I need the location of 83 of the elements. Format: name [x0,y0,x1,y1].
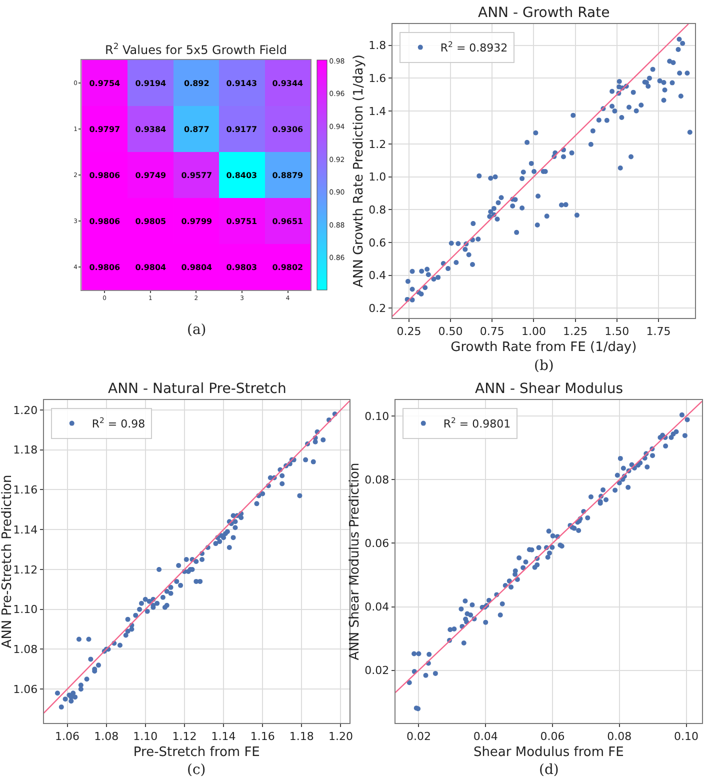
y-tick-label: 1.18 [13,444,38,457]
y-tick-label: 1.2 [368,138,386,151]
y-tick-label: 0.02 [364,664,390,678]
x-tick-label: 0.25 [396,325,422,338]
data-label: 0.9749 [135,170,167,180]
y-tick-label: 1.10 [13,603,38,616]
y-tick-label: 0.6 [368,236,386,250]
y-tick-label: 1.20 [13,404,38,417]
data-label: 0.9177 [226,124,258,134]
data-label: 0.9805 [135,216,167,226]
x-axis-title: Shear Modulus from FE [473,744,624,760]
y-axis-title: ANN Shear Modulus Prediction [348,462,363,660]
text: (a) [187,322,206,338]
data-label: 0.9344 [272,78,304,88]
data-label: 0.9799 [181,216,213,226]
x-tick-label: 0.02 [406,730,431,744]
y-tick-label: 1.06 [13,682,38,696]
data-label: 0.9806 [89,216,121,226]
data-label: 0.877 [184,124,210,134]
data-label: 0.9802 [272,262,304,272]
data-label: 0.9577 [181,170,212,180]
data-label: 0.9806 [89,262,121,272]
y-tick-label: 1.14 [13,523,38,536]
text: (c) [187,762,206,778]
y-tick-label: 1.08 [13,643,38,656]
data-label: 0.9754 [89,78,121,88]
legend-label: R$^{2}$ = 0.98 [92,416,146,431]
x-tick-label: 1.14 [211,730,236,744]
x-tick-label: 1.12 [172,730,197,744]
x-tick-label: 0.50 [438,325,463,338]
y-axis-title: ANN Pre-Stretch Prediction [0,474,15,648]
data-label: 0.892 [184,78,210,88]
y-tick-label: 0.10 [364,410,390,424]
x-tick-label: 1.16 [250,730,275,744]
x-tick-label: 1.00 [521,325,546,338]
data-label: 0.9797 [89,124,120,134]
chart-title: ANN - Growth Rate [478,5,610,21]
data-label: 0.9143 [226,78,258,88]
chart-title: ANN - Shear Modulus [475,381,624,397]
chart-title: ANN - Natural Pre-Stretch [108,381,286,397]
x-tick-label: 1.10 [133,730,158,744]
x-tick-label: 0.06 [540,730,565,744]
y-tick-label: 1.16 [13,484,38,497]
y-tick-label: 0.06 [364,537,390,550]
x-axis-title: Growth Rate from FE (1/day) [450,340,637,355]
x-axis-title: Pre-Stretch from FE [133,744,260,760]
x-tick-label: 0.75 [480,325,504,338]
x-tick-label: 1.20 [328,730,353,744]
data-label: 0.9804 [181,262,213,272]
text: (b) [534,358,554,374]
data-label: 0.9803 [226,262,258,272]
x-tick-label: 0.10 [674,730,699,744]
x-tick-label: 1.75 [646,325,671,338]
y-tick-label: 1.6 [368,72,386,86]
y-axis-title: ANN Growth Rate Prediction (1/day) [352,54,367,288]
x-tick-label: 0.08 [607,730,632,744]
data-label: 0.8403 [226,170,258,180]
y-tick-label: 0.04 [364,600,390,614]
y-tick-label: 1.0 [368,170,386,184]
data-label: 0.9804 [135,262,167,272]
y-tick-label: 0.2 [368,302,386,315]
data-label: 0.9806 [89,170,121,180]
text: (d) [539,762,559,778]
data-label: 0.9651 [272,216,304,226]
x-tick-label: 1.25 [563,325,588,338]
data-label: 0.8879 [272,170,304,180]
chart-title: R$^{2}$ Values for 5x5 Growth Field [105,41,287,58]
y-tick-label: 0.4 [368,269,386,282]
y-tick-label: 0.8 [368,203,386,216]
legend-label: R$^{2}$ = 0.9801 [443,416,511,431]
data-label: 0.9751 [226,216,258,226]
data-label: 0.9306 [272,124,304,134]
x-tick-label: 1.18 [289,730,314,744]
x-tick-label: 1.50 [604,325,630,338]
data-label: 0.9384 [135,124,167,134]
legend-label: R$^{2}$ = 0.8932 [440,40,508,55]
data-label: 0.9194 [135,78,167,88]
x-tick-label: 1.08 [94,730,119,744]
y-tick-label: 1.8 [368,39,386,52]
y-tick-label: 0.08 [364,474,390,487]
y-tick-label: 1.4 [368,104,386,118]
y-tick-label: 1.12 [13,563,38,576]
x-tick-label: 0.04 [473,730,498,744]
